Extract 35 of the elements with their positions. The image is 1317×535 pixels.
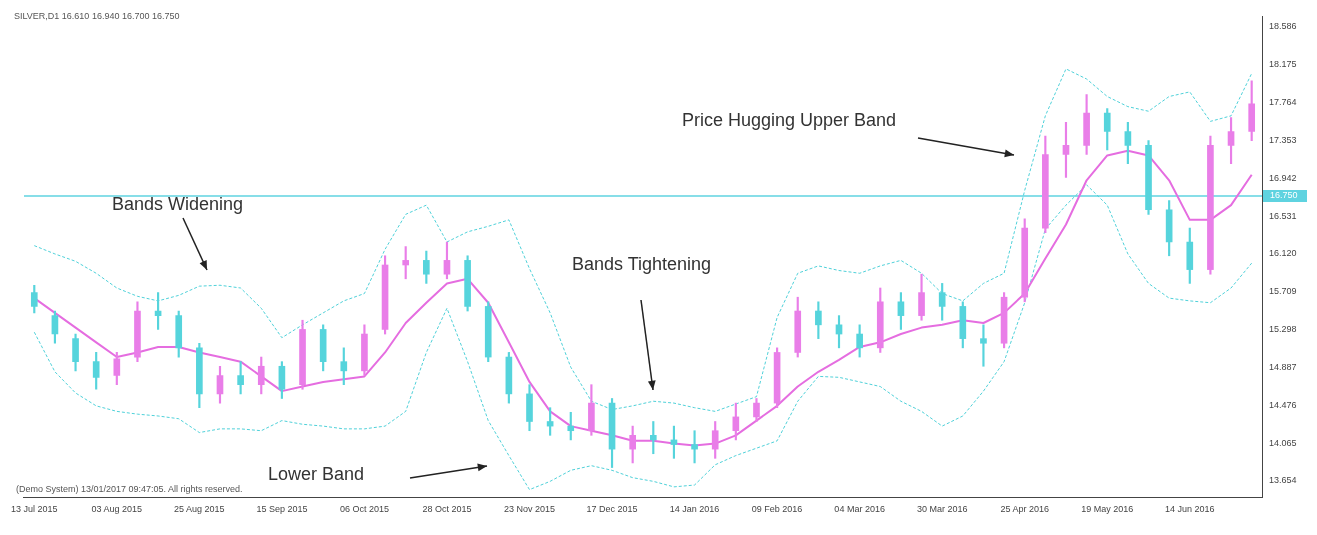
y-tick-label: 18.175 (1269, 59, 1297, 70)
y-tick-label: 17.353 (1269, 134, 1297, 145)
y-tick-label: 14.887 (1269, 361, 1297, 372)
x-tick-label: 06 Oct 2015 (339, 503, 389, 514)
x-tick-label: 25 Apr 2016 (1000, 503, 1049, 514)
x-tick-label: 04 Mar 2016 (834, 503, 885, 514)
x-tick-label: 09 Feb 2016 (751, 503, 803, 514)
y-tick-label: 18.586 (1269, 21, 1297, 32)
x-tick-label: 28 Oct 2015 (422, 503, 472, 514)
x-tick-label: 13 Jul 2015 (11, 503, 58, 514)
y-tick-label: 13.654 (1269, 475, 1297, 486)
y-tick-label: 16.531 (1269, 210, 1297, 221)
x-tick-label: 25 Aug 2015 (174, 503, 225, 514)
x-tick-label: 14 Jun 2016 (1165, 503, 1215, 514)
x-tick-label: 30 Mar 2016 (916, 503, 968, 514)
x-tick-label: 23 Nov 2015 (503, 503, 556, 514)
annotation: Lower Band (268, 464, 365, 486)
x-tick-label: 03 Aug 2015 (91, 503, 143, 514)
annotation: SILVER,D1 16.610 16.940 16.700 16.750 (14, 11, 180, 22)
y-tick-label: 16.942 (1269, 172, 1297, 183)
x-tick-label: 15 Sep 2015 (256, 503, 308, 514)
annotation: Price Hugging Upper Band (682, 110, 897, 132)
y-tick-label: 16.120 (1269, 248, 1297, 259)
annotation: (Demo System) 13/01/2017 09:47:05. All rights reserved. (16, 484, 243, 495)
x-tick-label: 17 Dec 2015 (586, 503, 638, 514)
ref-line-label: 16.750 (1270, 190, 1298, 201)
y-tick-label: 14.476 (1269, 399, 1297, 410)
y-tick-label: 14.065 (1269, 437, 1297, 448)
y-tick-label: 15.298 (1269, 324, 1297, 335)
x-tick-label: 19 May 2016 (1081, 503, 1134, 514)
x-tick-label: 14 Jan 2016 (669, 503, 720, 514)
y-tick-label: 15.709 (1269, 286, 1297, 297)
y-tick-label: 17.764 (1269, 97, 1297, 108)
annotation: Bands Tightening (572, 254, 712, 276)
annotation: Bands Widening (112, 194, 244, 216)
